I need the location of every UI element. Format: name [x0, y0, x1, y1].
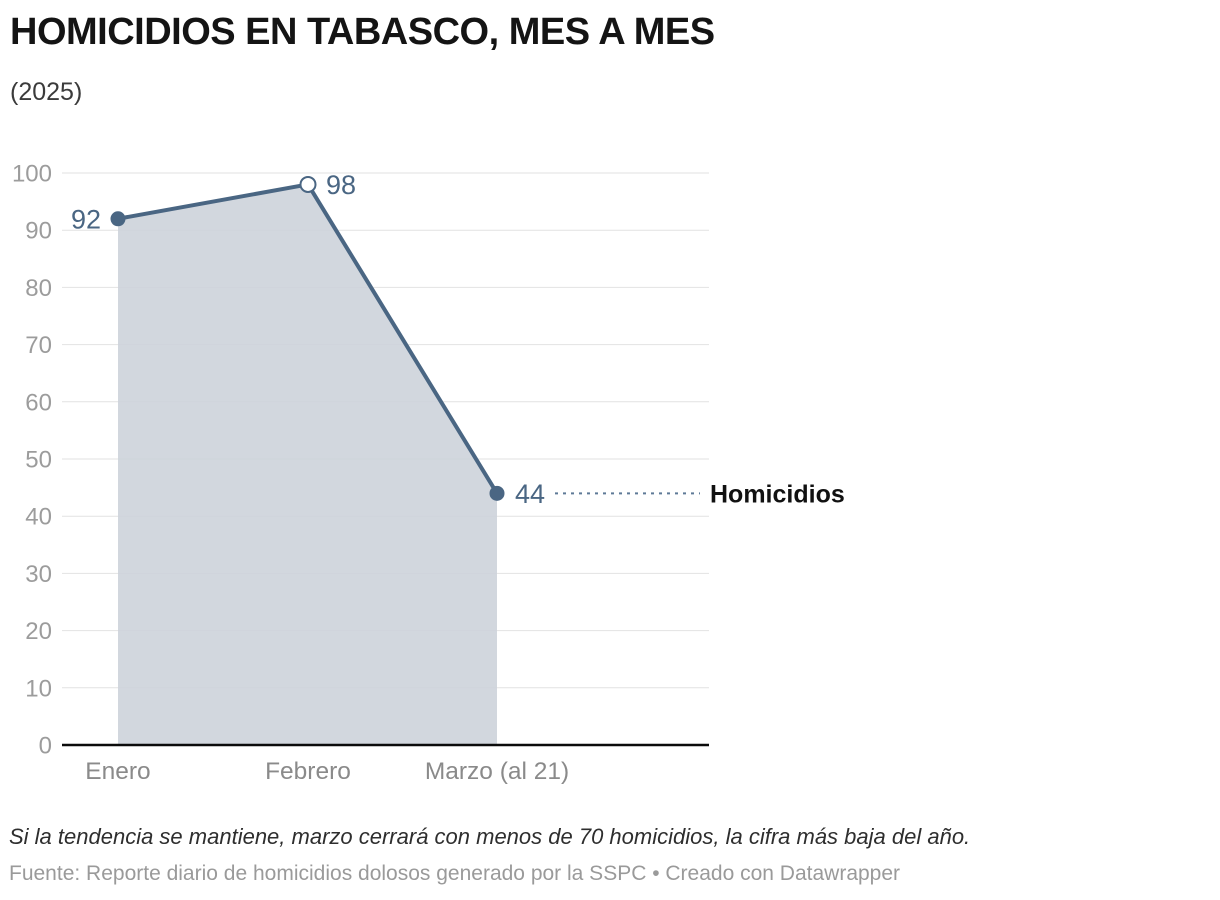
y-tick-label: 100	[12, 161, 52, 188]
chart-note: Si la tendencia se mantiene, marzo cerra…	[9, 824, 971, 849]
y-tick-label: 50	[25, 447, 52, 474]
y-tick-label: 30	[25, 561, 52, 588]
data-point-marzo[interactable]	[489, 485, 505, 501]
y-tick-label: 80	[25, 275, 52, 302]
chart-source: Fuente: Reporte diario de homicidios dol…	[9, 862, 901, 885]
y-tick-label: 70	[25, 332, 52, 359]
data-point-febrero[interactable]	[299, 175, 317, 193]
chart-subtitle: (2025)	[10, 77, 83, 106]
series-label: Homicidios	[710, 480, 845, 508]
data-point-enero[interactable]	[110, 211, 126, 227]
y-tick-label: 60	[25, 389, 52, 416]
chart-footer: Si la tendencia se mantiene, marzo cerra…	[9, 824, 1209, 886]
value-label: 98	[326, 170, 356, 200]
chart-header: HOMICIDIOS EN TABASCO, MES A MES (2025)	[10, 11, 1210, 107]
y-tick-label: 10	[25, 675, 52, 702]
area-fill	[118, 184, 497, 745]
x-tick-label: Marzo (al 21)	[425, 758, 569, 785]
value-label: 44	[515, 479, 545, 509]
y-tick-label: 90	[25, 218, 52, 245]
y-tick-label: 0	[39, 733, 52, 760]
value-label: 92	[71, 204, 101, 234]
y-tick-label: 20	[25, 618, 52, 645]
x-tick-label: Febrero	[265, 758, 351, 785]
x-tick-label: Enero	[85, 758, 150, 785]
page-title: HOMICIDIOS EN TABASCO, MES A MES	[10, 11, 715, 53]
y-tick-label: 40	[25, 504, 52, 531]
